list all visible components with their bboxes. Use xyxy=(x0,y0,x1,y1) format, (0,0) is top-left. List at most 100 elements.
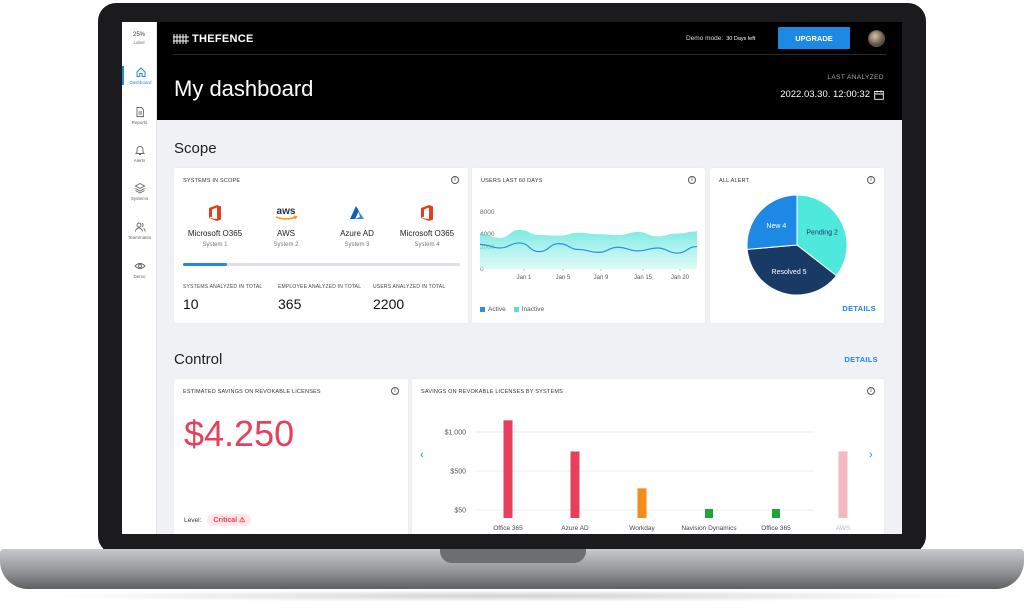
calendar-icon xyxy=(874,90,884,100)
laptop-notch xyxy=(440,549,586,563)
layers-icon xyxy=(134,182,145,194)
legend-active[interactable]: Active xyxy=(480,306,506,313)
control-details-link[interactable]: DETAILS xyxy=(844,355,878,364)
stat-value: 2200 xyxy=(373,296,405,312)
system-sub: System 3 xyxy=(344,242,370,248)
svg-text:aws: aws xyxy=(277,206,296,217)
eye-icon xyxy=(133,263,146,269)
demo-mode-label: Demo mode: xyxy=(686,35,724,42)
y-tick-label: 0 xyxy=(480,266,484,273)
sidebar-item-systems[interactable]: Systems xyxy=(122,182,157,201)
app-screen: 25% Label Dashboard Reports Alerts Syste… xyxy=(122,22,902,534)
bar[interactable] xyxy=(705,509,713,518)
azure-icon xyxy=(350,206,364,219)
system-item[interactable]: Microsoft O365 System 4 xyxy=(394,202,460,248)
x-tick-label: Azure AD xyxy=(561,525,589,532)
y-tick-label: 8000 xyxy=(480,209,495,216)
sidebar-progress-label: Label xyxy=(133,40,145,45)
fence-logo-icon xyxy=(173,34,189,44)
scope-section-title: Scope xyxy=(174,140,217,157)
header-divider xyxy=(173,54,886,55)
savings-amount: $4.250 xyxy=(184,413,295,454)
logo-text: THEFENCE xyxy=(192,33,254,45)
warning-icon: ⚠ xyxy=(239,517,246,524)
laptop-shadow xyxy=(40,590,984,602)
alert-pie-chart[interactable]: Pending 2 Resolved 5 New 4 xyxy=(746,194,848,296)
x-tick-label: Jan 1 xyxy=(517,275,532,281)
avatar[interactable] xyxy=(868,30,885,47)
control-section-title: Control xyxy=(174,351,223,368)
card-header: ESTIMATED SAVINGS ON REVOKABLE LICENSES xyxy=(183,389,321,395)
logo[interactable]: THEFENCE xyxy=(173,33,254,45)
system-name: Microsoft O365 xyxy=(187,229,243,238)
sidebar-item-teammates[interactable]: Teammates xyxy=(122,221,157,240)
critical-badge: Critical ⚠ xyxy=(207,514,252,526)
all-alert-card: ALL ALERT i Pending 2 Resolved 5 New 4 DET… xyxy=(710,168,884,323)
stat-value: 10 xyxy=(183,296,199,312)
system-item[interactable]: aws AWS System 2 xyxy=(253,202,319,248)
chevron-left-icon[interactable]: ‹ xyxy=(420,449,424,461)
info-icon[interactable]: i xyxy=(867,176,875,184)
sidebar-item-label: Dashboard xyxy=(129,80,152,85)
chevron-right-icon[interactable]: › xyxy=(869,449,873,461)
info-icon[interactable]: i xyxy=(688,176,696,184)
sidebar-item-dashboard[interactable]: Dashboard xyxy=(122,66,157,85)
sidebar-item-label: Teammates xyxy=(127,235,152,240)
stat-value: 365 xyxy=(278,296,302,312)
system-name: Azure AD xyxy=(340,229,374,238)
card-header: ALL ALERT xyxy=(719,178,750,184)
document-icon xyxy=(136,107,144,117)
demo-days-left: 30 Days left xyxy=(726,36,756,42)
card-header: SAVINGS ON REVOKABLE LICENSES BY SYSTEMS xyxy=(421,389,563,395)
system-sub: System 2 xyxy=(273,242,299,248)
info-icon[interactable]: i xyxy=(391,387,399,395)
stat-label: EMPLOYEE ANALYZED IN TOTAL xyxy=(278,284,362,290)
bell-icon xyxy=(134,146,145,155)
alert-details-link[interactable]: DETAILS xyxy=(842,304,876,313)
x-tick-label: Jan 20 xyxy=(671,275,690,281)
system-item[interactable]: Microsoft O365 System 1 xyxy=(182,202,248,248)
pie-slice[interactable] xyxy=(746,244,838,296)
savings-by-systems-card: SAVINGS ON REVOKABLE LICENSES BY SYSTEMS… xyxy=(412,379,884,534)
bar[interactable] xyxy=(570,451,580,519)
y-tick-label: 4000 xyxy=(480,231,495,238)
info-icon[interactable]: i xyxy=(451,176,459,184)
savings-bar-chart[interactable]: $1.000 $500 $50 Office 365 Azure AD Workday Na… xyxy=(432,409,864,533)
sidebar-progress-value: 25% xyxy=(132,32,145,38)
pie-slice-label: Pending 2 xyxy=(806,230,838,237)
last-analyzed-date[interactable]: 2022.03.30. 12:00:32 xyxy=(780,89,884,100)
pie-slice[interactable] xyxy=(746,194,798,250)
series-active-line xyxy=(479,242,698,254)
sidebar-item-alerts[interactable]: Alerts xyxy=(122,144,157,163)
upgrade-button[interactable]: UPGRADE xyxy=(778,27,850,49)
sidebar-progress: 25% Label xyxy=(122,22,156,45)
users-last-60-days-card: USERS LAST 60 DAYS i 8000400020000Jan 1J… xyxy=(472,168,705,323)
level-label: Level: xyxy=(184,516,202,524)
estimated-savings-card: ESTIMATED SAVINGS ON REVOKABLE LICENSES … xyxy=(174,379,408,534)
aws-icon: aws xyxy=(275,206,298,220)
bar[interactable] xyxy=(772,509,780,518)
pie-slice[interactable] xyxy=(796,194,848,277)
system-item[interactable]: Azure AD System 3 xyxy=(324,202,390,248)
info-icon[interactable]: i xyxy=(867,387,875,395)
page-title: My dashboard xyxy=(174,76,314,101)
office-icon xyxy=(421,205,433,221)
x-tick-label: Jan 9 xyxy=(594,275,609,281)
stat-label: SYSTEMS ANALYZED IN TOTAL xyxy=(183,284,263,290)
last-analyzed-value: 2022.03.30. 12:00:32 xyxy=(780,89,870,100)
bar[interactable] xyxy=(637,488,647,518)
bar[interactable] xyxy=(838,451,848,519)
legend-inactive[interactable]: Inactive xyxy=(513,306,544,313)
stat-label: USERS ANALYZED IN TOTAL xyxy=(373,284,446,290)
bar[interactable] xyxy=(503,420,513,518)
sidebar-item-demo[interactable]: Demo xyxy=(122,260,157,279)
sidebar-item-reports[interactable]: Reports xyxy=(122,106,157,125)
header: THEFENCE Demo mode: 30 Days left UPGRADE … xyxy=(157,22,902,120)
sidebar-item-label: Reports xyxy=(131,120,148,125)
system-name: AWS xyxy=(277,229,295,238)
card-header: SYSTEMS IN SCOPE xyxy=(183,178,241,184)
system-sub: System 1 xyxy=(202,242,228,248)
x-tick-label: AWS xyxy=(836,525,851,532)
